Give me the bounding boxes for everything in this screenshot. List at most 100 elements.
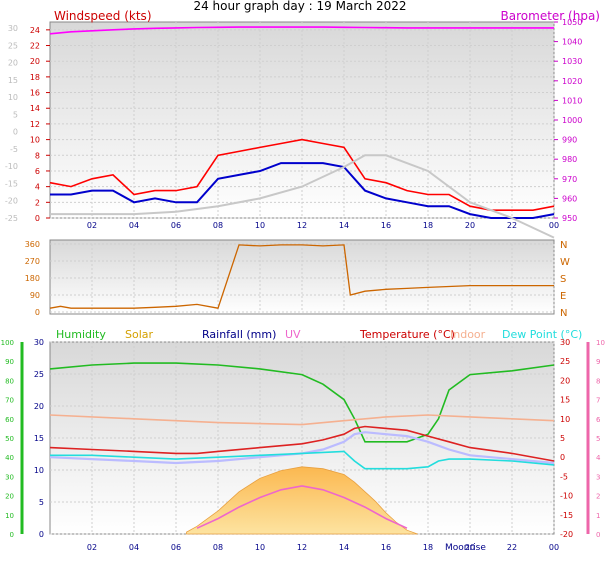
compass-label: W bbox=[560, 257, 570, 268]
uv-tick-label: 2 bbox=[596, 493, 600, 501]
pressure-line bbox=[49, 26, 554, 35]
temp-x-tick-label: 06 bbox=[171, 543, 181, 552]
faded-tick-label: -20 bbox=[5, 197, 18, 206]
compass-label: S bbox=[560, 274, 566, 285]
barometer-tick-label: 1050 bbox=[562, 18, 582, 27]
windspeed-tick-label: 24 bbox=[30, 26, 40, 35]
uv-tick-label: 1 bbox=[596, 512, 600, 520]
direction-panel-grid bbox=[50, 243, 555, 313]
barometer-tick-label: 1000 bbox=[562, 116, 582, 125]
temperature-tick-label: 30 bbox=[560, 338, 570, 347]
faded-tick-label: -15 bbox=[5, 179, 18, 188]
temp-x-tick-label: 16 bbox=[381, 543, 391, 552]
temperature-tick-label: 25 bbox=[560, 357, 570, 366]
temperature-legend: Humidity Solar Rainfall (mm) UV Temperature … bbox=[56, 328, 582, 341]
windspeed-tick-label: 6 bbox=[35, 167, 40, 176]
rainfall-tick-label: 30 bbox=[34, 338, 44, 347]
temp-x-tick-label: 18 bbox=[423, 543, 433, 552]
uv-tick-label: 10 bbox=[596, 339, 605, 347]
wind-x-tick-label: 12 bbox=[297, 221, 307, 230]
compass-label: E bbox=[560, 291, 566, 302]
humidity-tick-label: 40 bbox=[5, 454, 14, 462]
humidity-tick-label: 30 bbox=[5, 473, 14, 481]
humidity-tick-label: 80 bbox=[5, 377, 14, 385]
barometer-tick-label: 950 bbox=[562, 214, 577, 223]
barometer-tick-label: 970 bbox=[562, 175, 577, 184]
temp-x-tick-label: 00 bbox=[549, 543, 559, 552]
windspeed-tick-label: 18 bbox=[30, 73, 40, 82]
barometer-tick-label: 980 bbox=[562, 155, 577, 164]
temp-x-tick-label: 08 bbox=[213, 543, 223, 552]
windspeed-tick-label: 4 bbox=[35, 183, 40, 192]
faded-tick-label: 15 bbox=[8, 76, 18, 85]
humidity-tick-label: 60 bbox=[5, 416, 14, 424]
uv-tick-label: 3 bbox=[596, 473, 600, 481]
direction-tick-label: 90 bbox=[30, 291, 40, 300]
temperature-tick-label: 20 bbox=[560, 376, 570, 385]
dewpoint-line bbox=[50, 450, 555, 470]
bearing-line bbox=[49, 244, 554, 309]
wind-faded-axis: -25 -20 -15 -10 -5 0 5 10 15 20 25 30 bbox=[5, 24, 18, 223]
uv-axis: 0 1 2 3 4 5 6 7 8 9 10 bbox=[586, 339, 605, 539]
wind-x-tick-label: 08 bbox=[213, 221, 223, 230]
solar-area-fill bbox=[186, 466, 418, 535]
temp-x-tick-label: 14 bbox=[339, 543, 349, 552]
temp-x-tick-label: 10 bbox=[255, 543, 265, 552]
temperature-tick-label: -5 bbox=[560, 472, 568, 481]
wind-x-axis: 02 04 06 08 10 12 14 16 18 20 22 00 bbox=[87, 221, 559, 230]
windspeed-tick-label: 2 bbox=[35, 198, 40, 207]
barometer-tick-label: 1040 bbox=[562, 38, 582, 47]
rainfall-tick-label: 20 bbox=[34, 402, 44, 411]
direction-tick-label: 360 bbox=[25, 240, 40, 249]
direction-series bbox=[49, 244, 554, 309]
windspeed-tick-label: 22 bbox=[30, 42, 40, 51]
temperature-tick-label: 5 bbox=[560, 434, 565, 443]
barometer-axis: 950 960 970 980 990 1000 1010 1020 1030 1040 1050 bbox=[554, 18, 582, 223]
wind-x-tick-label: 04 bbox=[129, 221, 139, 230]
legend-label: Indoor bbox=[450, 328, 486, 341]
indoor-line bbox=[49, 414, 555, 426]
legend-label: Solar bbox=[125, 328, 154, 341]
wind-x-tick-label: 16 bbox=[381, 221, 391, 230]
windchill-line bbox=[49, 431, 555, 465]
legend-label: UV bbox=[285, 328, 301, 341]
humidity-tick-label: 90 bbox=[5, 358, 14, 366]
wind-x-tick-label: 14 bbox=[339, 221, 349, 230]
direction-tick-label: 0 bbox=[35, 308, 40, 317]
temperature-series bbox=[49, 362, 555, 529]
rainfall-axis: 0 5 10 15 20 25 30 bbox=[34, 338, 44, 539]
temperature-line bbox=[49, 425, 555, 462]
compass-label: N bbox=[560, 308, 567, 319]
uv-tick-label: 0 bbox=[596, 531, 600, 539]
solar-area bbox=[186, 466, 418, 535]
barometer-tick-label: 990 bbox=[562, 136, 577, 145]
rainfall-tick-label: 0 bbox=[39, 530, 44, 539]
windspeed-tick-label: 10 bbox=[30, 136, 40, 145]
humidity-tick-label: 70 bbox=[5, 397, 14, 405]
speed-line bbox=[50, 162, 555, 219]
barometer-tick-label: 960 bbox=[562, 194, 577, 203]
direction-tick-label: 270 bbox=[25, 257, 40, 266]
temperature-x-axis: 02 04 06 08 10 12 14 16 18 20 22 00 bbox=[87, 543, 559, 552]
barometer-tick-label: 1010 bbox=[562, 96, 582, 105]
humidity-tick-label: 100 bbox=[1, 339, 14, 347]
gust-line bbox=[49, 138, 555, 211]
legend-label: Humidity bbox=[56, 328, 106, 341]
barometer-tick-label: 1020 bbox=[562, 77, 582, 86]
uv-tick-label: 8 bbox=[596, 377, 600, 385]
direction-tick-label: 180 bbox=[25, 274, 40, 283]
uv-tick-label: 7 bbox=[596, 397, 600, 405]
uv-tick-label: 4 bbox=[596, 454, 601, 462]
temperature-tick-label: -20 bbox=[560, 530, 573, 539]
wind-x-tick-label: 00 bbox=[549, 221, 559, 230]
legend-label: Dew Point (°C) bbox=[502, 328, 582, 341]
direction-degree-axis: 0 90 180 270 360 bbox=[25, 240, 40, 317]
humidity-line bbox=[49, 362, 555, 443]
humidity-tick-label: 10 bbox=[5, 512, 14, 520]
wind-x-tick-label: 22 bbox=[507, 221, 517, 230]
uv-tick-label: 6 bbox=[596, 416, 601, 424]
